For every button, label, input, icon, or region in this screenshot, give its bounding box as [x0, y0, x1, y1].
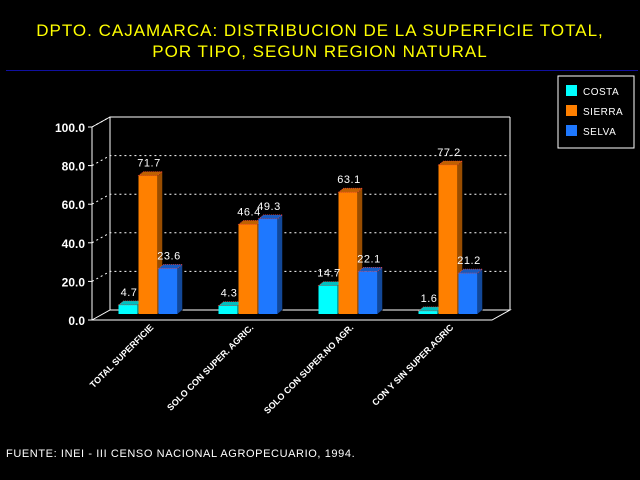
bar-top	[117, 300, 144, 306]
chart-legend: COSTA SIERRA SELVA	[557, 75, 635, 149]
chart-bars	[117, 160, 484, 315]
bar-top	[437, 160, 464, 166]
bar-top	[157, 264, 184, 269]
chart-frame	[88, 116, 512, 321]
bar-selva-1	[157, 263, 184, 315]
bar-top	[417, 306, 444, 312]
data-label: 23.6	[157, 250, 180, 262]
data-label: 77.2	[437, 147, 460, 159]
legend-label-sierra: SIERRA	[583, 107, 623, 118]
bar-chart: 0.0 20.0 40.0 60.0 80.0 100.0 4.7 71.7 23.6 TOTAL…	[55, 75, 635, 416]
chart-title-line-2: POR TIPO, SEGUN REGION NATURAL	[152, 42, 488, 61]
bar-side	[377, 266, 383, 315]
data-label: 14.7	[317, 268, 340, 280]
bar-front	[118, 304, 138, 314]
legend-swatch-costa	[566, 85, 577, 96]
bar-front	[358, 271, 378, 314]
data-label: 4.7	[121, 287, 138, 299]
bar-front	[318, 285, 338, 314]
y-tick-label: 40.0	[62, 237, 86, 251]
bar-side	[277, 214, 283, 315]
y-tick-label: 80.0	[62, 160, 86, 174]
gridline	[91, 193, 510, 205]
gridline	[91, 232, 510, 244]
bar-selva-4	[457, 268, 484, 315]
data-label: 49.3	[257, 201, 280, 213]
bar-front	[218, 305, 238, 314]
bar-selva-3	[357, 266, 384, 315]
bar-side	[477, 268, 483, 315]
bar-front	[438, 165, 458, 314]
title-divider	[6, 70, 638, 71]
y-tick-label: 0.0	[68, 314, 85, 328]
bar-top	[317, 281, 344, 286]
y-tick-label: 20.0	[62, 275, 86, 289]
bar-selva-2	[257, 214, 284, 315]
bar-front	[138, 175, 158, 314]
bar-front	[158, 268, 178, 314]
x-tick-label: SOLO CON SUPER.NO AGR.	[262, 322, 355, 415]
x-tick-label: SOLO CON SUPER. AGRIC.	[165, 322, 255, 412]
data-label: 46.4	[237, 206, 260, 218]
data-label: 71.7	[137, 158, 160, 170]
data-label: 63.1	[337, 174, 360, 186]
bar-top	[217, 301, 244, 307]
bar-top	[237, 220, 264, 225]
bar-side	[177, 263, 183, 315]
bar-front	[238, 224, 258, 314]
bar-top	[137, 171, 164, 176]
legend-swatch-selva	[566, 125, 577, 136]
x-tick-label: TOTAL SUPERFICIE	[88, 322, 156, 390]
bar-top	[257, 214, 284, 220]
bar-front	[338, 192, 358, 314]
bar-front	[418, 310, 438, 314]
source-note: FUENTE: INEI - III CENSO NACIONAL AGROPE…	[6, 448, 356, 460]
bar-front	[458, 273, 478, 314]
y-tick-label: 100.0	[55, 121, 85, 135]
x-tick-label: CON Y SIN SUPER.AGRIC	[370, 322, 456, 408]
gridline	[91, 270, 510, 282]
data-label: 4.3	[221, 288, 238, 300]
bar-front	[258, 218, 278, 314]
bar-top	[457, 268, 484, 274]
bar-sierra-1	[137, 171, 164, 315]
gridline	[91, 116, 510, 128]
y-tick-label: 60.0	[62, 198, 86, 212]
bar-top	[357, 267, 384, 272]
bar-top	[337, 187, 364, 193]
data-label: 22.1	[357, 253, 380, 265]
gridline	[91, 155, 510, 167]
data-label: 1.6	[421, 293, 438, 305]
data-label: 21.2	[457, 255, 480, 267]
chart-title: DPTO. CAJAMARCA: DISTRIBUCION DE LA SUPE…	[0, 20, 640, 62]
legend-swatch-sierra	[566, 105, 577, 116]
legend-label-selva: SELVA	[583, 127, 616, 138]
legend-label-costa: COSTA	[583, 87, 619, 98]
chart-title-line-1: DPTO. CAJAMARCA: DISTRIBUCION DE LA SUPE…	[36, 21, 604, 40]
